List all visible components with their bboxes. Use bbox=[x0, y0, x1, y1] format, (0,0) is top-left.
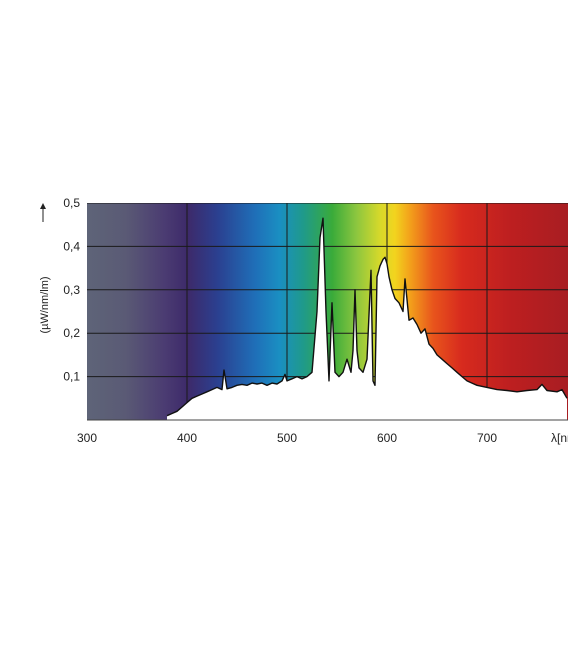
x-tick-label: 500 bbox=[277, 431, 297, 445]
y-tick-labels: 0,1 0,2 0,3 0,4 0,5 bbox=[63, 196, 80, 384]
y-tick-label: 0,2 bbox=[63, 326, 80, 340]
y-tick-label: 0,1 bbox=[63, 370, 80, 384]
x-tick-labels: 300 400 500 600 700 bbox=[77, 431, 497, 445]
x-tick-label: 600 bbox=[377, 431, 397, 445]
area-under-curve bbox=[167, 218, 567, 420]
series-line bbox=[166, 217, 568, 417]
x-tick-label: 300 bbox=[77, 431, 97, 445]
x-tick-label: 400 bbox=[177, 431, 197, 445]
x-tick-label: 700 bbox=[477, 431, 497, 445]
arrow-up-icon bbox=[40, 203, 46, 209]
y-tick-label: 0,3 bbox=[63, 283, 80, 297]
x-axis-label: λ[nm] bbox=[551, 431, 568, 445]
y-tick-label: 0,4 bbox=[63, 239, 80, 253]
y-axis-label: (µW/nm/lm) bbox=[39, 276, 51, 333]
y-tick-label: 0,5 bbox=[63, 196, 80, 210]
y-axis-title: (µW/nm/lm) bbox=[39, 203, 51, 334]
